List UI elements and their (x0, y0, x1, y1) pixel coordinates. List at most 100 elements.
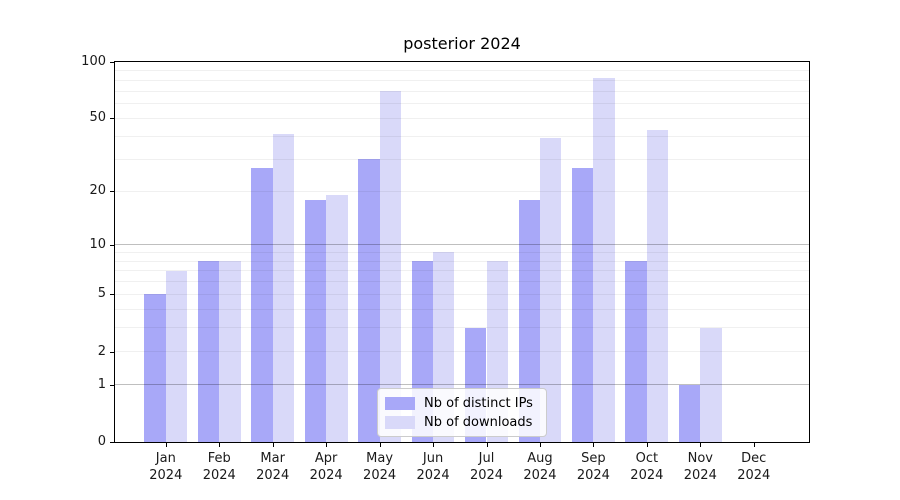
bar-downloads-jan (165, 270, 188, 442)
x-tick-month: Aug (527, 451, 553, 466)
y-axis-tick (110, 384, 114, 386)
legend-swatch-distinct-ips (385, 396, 415, 410)
bar-distinct-ips-may (358, 159, 380, 442)
x-tick-year: 2024 (202, 468, 236, 483)
x-axis-tick-label: Jun 2024 (403, 450, 463, 484)
legend-entry-downloads: Nb of downloads (385, 415, 538, 430)
x-axis-tick-label: May 2024 (350, 450, 410, 484)
gridline-minor (115, 117, 809, 119)
x-axis-tick-label: Oct 2024 (617, 450, 677, 484)
bar-distinct-ips-nov (678, 384, 701, 442)
bar-distinct-ips-feb (197, 261, 220, 442)
legend-label-distinct-ips: Nb of distinct IPs (424, 395, 533, 411)
x-axis-tick (646, 443, 648, 447)
bar-distinct-ips-oct (625, 261, 647, 442)
x-tick-month: Feb (207, 451, 231, 466)
x-axis-tick (326, 443, 328, 447)
y-axis-tick-label: 0 (97, 434, 106, 449)
x-tick-year: 2024 (309, 468, 343, 483)
x-axis-tick-label: Sep 2024 (563, 450, 623, 484)
x-axis-tick (433, 443, 435, 447)
bar-downloads-aug (539, 138, 562, 442)
bar-distinct-ips-sep (572, 167, 594, 442)
y-axis-tick-label: 2 (97, 343, 106, 359)
x-axis-tick (379, 443, 381, 447)
gridline-minor (115, 351, 809, 353)
x-tick-year: 2024 (416, 468, 450, 483)
x-tick-month: Dec (741, 451, 767, 466)
x-tick-month: Mar (260, 451, 285, 466)
bar-distinct-ips-mar (251, 167, 273, 442)
x-axis-tick-label: Apr 2024 (296, 450, 356, 484)
x-tick-month: Sep (581, 451, 606, 466)
y-axis-tick-label: 5 (97, 286, 106, 302)
bar-downloads-oct (646, 130, 669, 442)
x-tick-month: Oct (635, 451, 659, 466)
x-axis-tick-label: Mar 2024 (243, 450, 303, 484)
x-axis-tick (272, 443, 274, 447)
y-axis-tick-label: 1 (97, 376, 106, 392)
y-axis-tick-label: 50 (89, 110, 106, 126)
x-axis-tick (539, 443, 541, 447)
x-tick-year: 2024 (576, 468, 610, 483)
gridline-minor (115, 190, 809, 192)
legend-swatch-downloads (385, 415, 415, 429)
y-axis-tick-label: 20 (89, 183, 106, 199)
x-axis-tick (219, 443, 221, 447)
bar-downloads-sep (593, 78, 615, 442)
gridline-minor (115, 158, 809, 160)
y-axis-tick (110, 62, 114, 63)
gridline-minor (115, 327, 809, 329)
x-tick-month: Apr (314, 451, 338, 466)
x-axis-tick-label: Jan 2024 (136, 450, 196, 484)
x-axis-tick-label: Feb 2024 (189, 450, 249, 484)
y-axis-tick (110, 118, 114, 120)
x-axis-tick (593, 443, 595, 447)
x-axis-tick-label: Jul 2024 (457, 450, 517, 484)
bar-downloads-nov (700, 327, 722, 442)
x-axis-tick (165, 443, 167, 447)
y-axis-tick (110, 294, 114, 296)
gridline-minor (115, 293, 809, 295)
plot-area (114, 61, 810, 443)
bar-downloads-may (379, 91, 401, 442)
bar-downloads-mar (272, 134, 295, 442)
gridline-minor (115, 79, 809, 81)
gridline-minor (115, 90, 809, 92)
gridline-minor (115, 251, 809, 253)
gridline-minor (115, 281, 809, 283)
gridline-minor (115, 270, 809, 272)
y-axis-tick (110, 191, 114, 193)
x-tick-month: Nov (687, 451, 713, 466)
y-axis-tick (110, 244, 114, 246)
x-tick-year: 2024 (630, 468, 664, 483)
y-axis-tick-label: 100 (81, 54, 106, 69)
gridline-major (115, 244, 809, 246)
gridline-major (115, 384, 809, 386)
x-tick-year: 2024 (256, 468, 290, 483)
x-axis-tick-label: Nov 2024 (670, 450, 730, 484)
x-tick-month: Jun (422, 451, 444, 466)
x-axis-tick-label: Dec 2024 (724, 450, 784, 484)
gridline-minor (115, 260, 809, 262)
x-tick-year: 2024 (149, 468, 183, 483)
x-axis-tick (753, 443, 755, 447)
chart-title: posterior 2024 (403, 34, 521, 53)
legend-entry-distinct-ips: Nb of distinct IPs (385, 396, 538, 411)
x-tick-month: Jan (155, 451, 176, 466)
y-axis-tick (110, 442, 114, 443)
x-tick-month: Jul (478, 451, 495, 466)
y-axis-tick (110, 351, 114, 353)
legend: Nb of distinct IPs Nb of downloads (377, 388, 547, 437)
x-tick-year: 2024 (469, 468, 504, 483)
bar-downloads-feb (219, 261, 241, 442)
x-tick-year: 2024 (363, 468, 397, 483)
x-axis-tick (486, 443, 488, 447)
bar-distinct-ips-jan (144, 294, 166, 442)
bar-downloads-apr (326, 195, 348, 442)
gridline-minor (115, 103, 809, 105)
bar-distinct-ips-apr (304, 199, 327, 442)
x-tick-year: 2024 (737, 468, 771, 483)
x-tick-year: 2024 (523, 468, 557, 483)
